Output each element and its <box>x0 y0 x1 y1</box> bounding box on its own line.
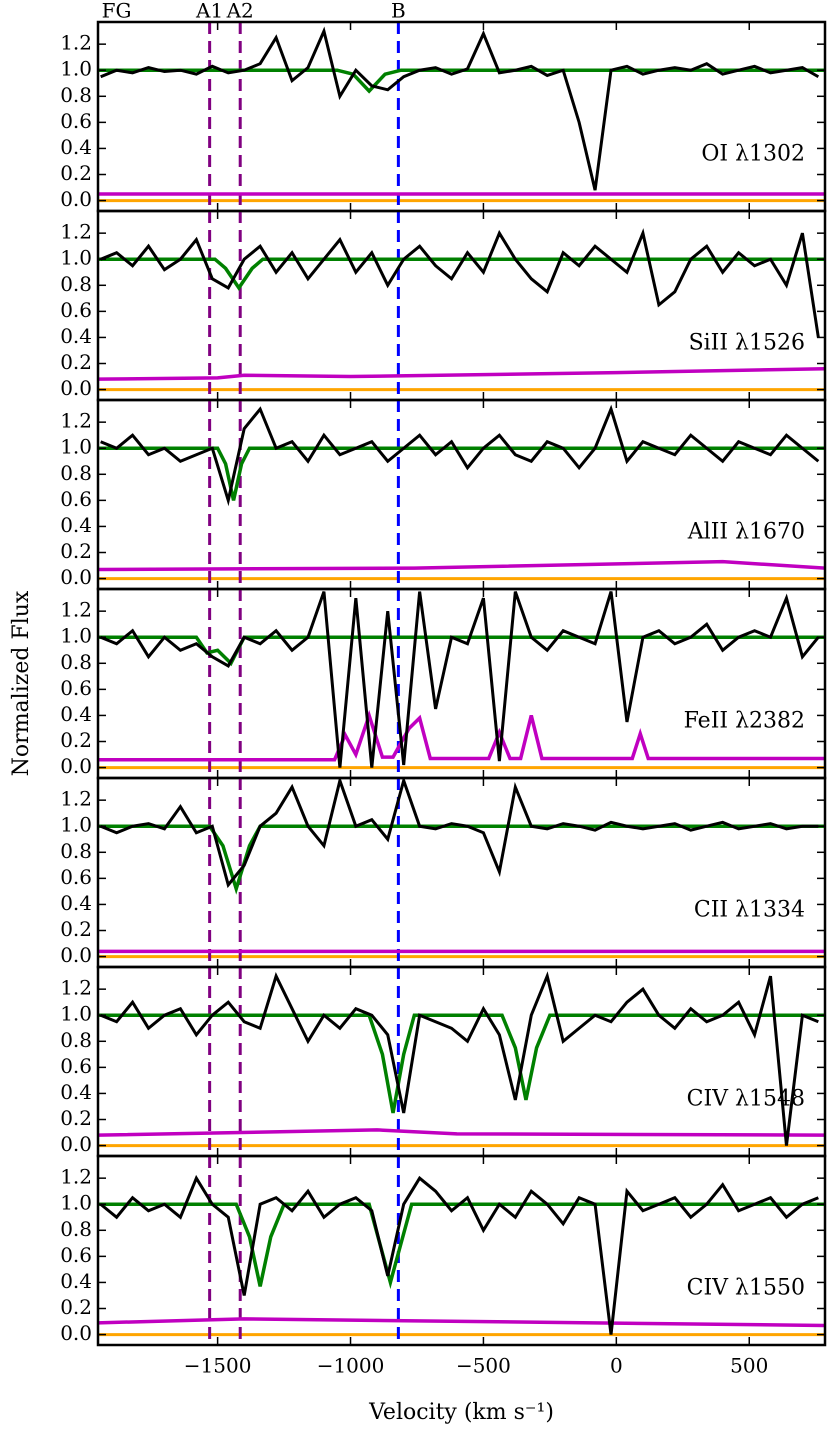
y-tick-label: 1.2 <box>60 409 92 433</box>
x-tick-label: −500 <box>456 1354 511 1378</box>
x-tick-label: −1000 <box>317 1354 385 1378</box>
panel <box>98 778 825 967</box>
spectrum-line <box>98 709 825 762</box>
y-tick-label: 0.0 <box>60 376 92 400</box>
y-tick-label: 0.2 <box>60 728 92 752</box>
y-tick-label: 0.6 <box>60 487 92 511</box>
marker-label: B <box>391 0 406 23</box>
panel <box>98 400 825 589</box>
y-tick-label: 0.6 <box>60 865 92 889</box>
panel-frame <box>96 587 827 780</box>
panel-label: CII λ1334 <box>694 897 805 922</box>
y-tick-label: 1.2 <box>60 31 92 55</box>
y-tick-label: 1.2 <box>60 1165 92 1189</box>
y-tick-label: 0.8 <box>60 839 92 863</box>
y-tick-label: 1.2 <box>60 976 92 1000</box>
spectrum-line <box>99 1174 819 1335</box>
y-tick-label: 1.0 <box>60 246 92 270</box>
y-tick-label: 0.6 <box>60 676 92 700</box>
panel-label: AlII λ1670 <box>687 519 805 544</box>
y-tick-label: 0.4 <box>60 1080 92 1104</box>
x-axis-label: Velocity (km s⁻¹) <box>368 1400 554 1425</box>
panel-label: OI λ1302 <box>701 141 805 166</box>
panel-frame <box>96 965 827 1158</box>
panel <box>98 967 825 1156</box>
y-tick-label: 0.4 <box>60 1269 92 1293</box>
y-tick-label: 1.2 <box>60 598 92 622</box>
spectrum-line <box>100 404 820 507</box>
spectrum-line <box>98 1317 825 1328</box>
panel-label: CIV λ1548 <box>687 1086 805 1111</box>
y-tick-label: 0.4 <box>60 513 92 537</box>
y-tick-label: 0.8 <box>60 272 92 296</box>
y-tick-label: 0.0 <box>60 754 92 778</box>
y-tick-label: 0.6 <box>60 1243 92 1267</box>
y-tick-label: 0.8 <box>60 83 92 107</box>
y-tick-label: 0.6 <box>60 1054 92 1078</box>
spectrum-line <box>98 366 825 381</box>
panel <box>98 22 825 211</box>
marker-label: A2 <box>226 0 254 23</box>
y-tick-label: 0.0 <box>60 943 92 967</box>
x-tick-label: −1500 <box>184 1354 252 1378</box>
panel <box>98 211 825 400</box>
y-tick-label: 0.4 <box>60 702 92 726</box>
y-tick-label: 1.0 <box>60 435 92 459</box>
y-tick-label: 0.2 <box>60 917 92 941</box>
y-tick-label: 0.8 <box>60 1028 92 1052</box>
panel <box>98 1156 825 1345</box>
panel-label: FeII λ2382 <box>684 708 805 733</box>
spectrum-line <box>100 971 819 1146</box>
y-tick-label: 0.2 <box>60 1295 92 1319</box>
panel-label: SiII λ1526 <box>689 330 805 355</box>
spectrum-line <box>98 559 825 572</box>
x-tick-label: 0 <box>610 1354 623 1378</box>
y-tick-label: 0.2 <box>60 539 92 563</box>
y-tick-label: 0.2 <box>60 350 92 374</box>
spectrum-line <box>98 1202 825 1290</box>
y-tick-label: 0.6 <box>60 298 92 322</box>
panel-frame <box>96 20 827 213</box>
panel <box>98 589 825 778</box>
y-tick-label: 0.0 <box>60 1132 92 1156</box>
y-tick-label: 0.0 <box>60 565 92 589</box>
spectrum-line <box>100 778 819 889</box>
y-tick-label: 0.2 <box>60 161 92 185</box>
y-tick-label: 1.0 <box>60 1002 92 1026</box>
y-tick-label: 1.2 <box>60 220 92 244</box>
spectrum-line <box>100 26 820 191</box>
y-tick-label: 0.8 <box>60 1217 92 1241</box>
y-tick-label: 0.4 <box>60 324 92 348</box>
y-tick-label: 0.8 <box>60 650 92 674</box>
spectrum-line <box>98 1128 825 1137</box>
y-tick-label: 0.0 <box>60 187 92 211</box>
y-tick-label: 0.6 <box>60 109 92 133</box>
spectrum-line <box>98 257 825 292</box>
panel-frame <box>96 1154 827 1347</box>
y-tick-label: 1.0 <box>60 813 92 837</box>
y-tick-label: 0.4 <box>60 891 92 915</box>
panel-frame <box>96 776 827 969</box>
x-tick-label: 500 <box>730 1354 768 1378</box>
y-tick-label: 0.2 <box>60 1106 92 1130</box>
panel-label: CIV λ1550 <box>687 1275 805 1300</box>
y-tick-label: 1.0 <box>60 57 92 81</box>
marker-label: FG <box>102 0 132 23</box>
spectrum-line <box>98 446 825 501</box>
y-axis-label: Normalized Flux <box>9 590 34 776</box>
y-tick-label: 0.8 <box>60 461 92 485</box>
spectrum-line <box>98 68 825 94</box>
spectrum-line <box>98 1013 825 1114</box>
y-tick-label: 1.0 <box>60 624 92 648</box>
y-tick-label: 1.2 <box>60 787 92 811</box>
y-tick-label: 1.0 <box>60 1191 92 1215</box>
spectrum-line <box>98 824 825 895</box>
spectrum-line <box>100 591 820 768</box>
marker-label: A1 <box>195 0 223 23</box>
y-tick-label: 0.4 <box>60 135 92 159</box>
spectrum-line <box>100 228 820 338</box>
y-tick-label: 0.0 <box>60 1321 92 1345</box>
